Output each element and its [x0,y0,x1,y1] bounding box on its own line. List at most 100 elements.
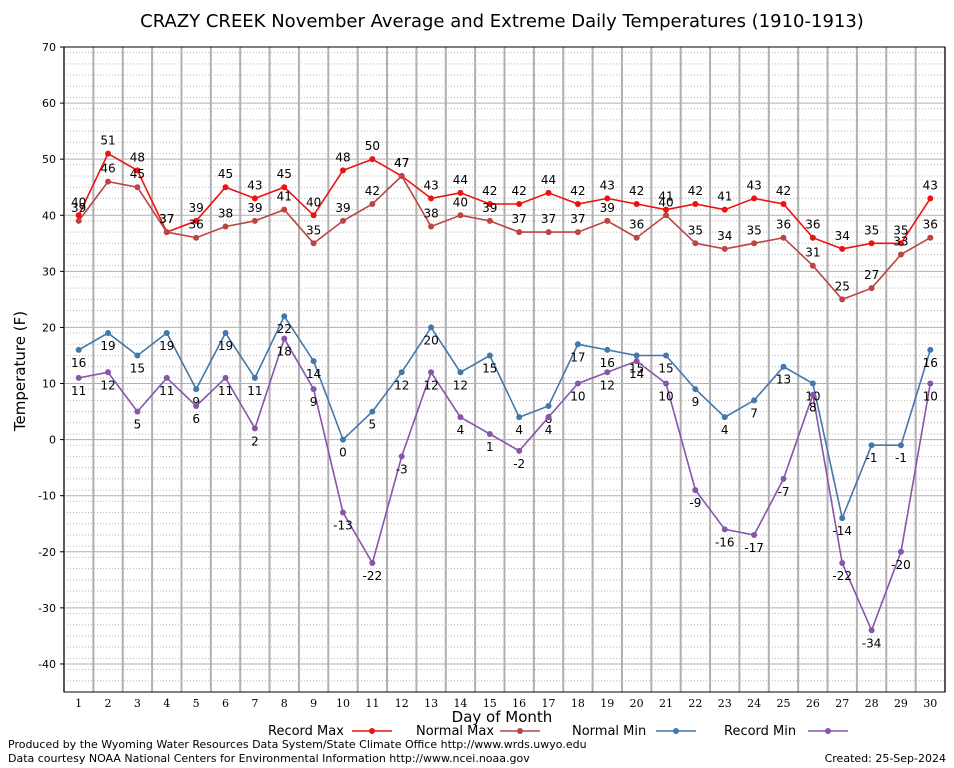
data-point [486,431,493,437]
data-point [868,240,875,247]
data-point [486,201,493,208]
data-point [516,414,523,421]
data-point [457,212,464,219]
data-point [751,397,758,404]
y-tick-label: 0 [49,434,56,447]
data-label: 10 [570,390,585,404]
x-tick-label: 19 [600,697,614,710]
legend-label: Record Max [268,724,344,739]
x-tick-label: 16 [512,697,526,710]
data-label: 42 [365,184,380,198]
legend-swatch-marker [517,728,523,734]
data-point [486,352,493,359]
x-tick-label: 2 [105,697,112,710]
data-label: 12 [394,378,409,392]
data-label: 19 [100,339,115,353]
legend: Record Max Normal Max Normal Min Record Min [268,724,848,739]
data-label: 51 [100,134,115,148]
data-point [281,313,288,320]
data-point [310,212,317,219]
data-label: 37 [159,212,174,226]
data-point [457,414,464,421]
data-label: -16 [715,535,735,549]
data-point [809,262,816,269]
data-label: 9 [692,395,700,409]
data-label: 39 [189,201,204,215]
y-tick-label: 50 [42,153,56,166]
data-point [222,184,229,191]
data-point [75,374,82,381]
data-point [604,369,611,376]
data-label: 35 [864,223,879,237]
data-point [134,408,141,415]
data-label: 5 [369,418,377,432]
data-point [398,369,405,376]
data-point [868,627,875,634]
data-label: 0 [339,446,347,460]
data-label: 9 [192,395,200,409]
data-label: 17 [570,350,585,364]
data-label: -7 [777,485,789,499]
data-label: 37 [159,212,174,226]
data-point [545,189,552,196]
data-point [163,374,170,381]
data-point [751,531,758,538]
created-date: Created: 25-Sep-2024 [824,752,946,765]
data-point [516,447,523,454]
data-label: 44 [541,173,556,187]
data-label: 43 [247,178,262,192]
data-point [604,346,611,353]
legend-swatch-marker [825,728,831,734]
data-label: -1 [895,451,907,465]
data-point [604,217,611,224]
data-label: 18 [277,345,292,359]
data-point [134,167,141,174]
data-point [163,330,170,337]
data-label: 36 [189,218,204,232]
data-label: 35 [306,223,321,237]
data-point [809,391,816,398]
data-point [486,217,493,224]
series-line [77,152,931,250]
x-tick-label: 25 [776,697,790,710]
x-tick-label: 6 [222,697,229,710]
x-tick-label: 8 [281,697,288,710]
data-point [692,487,699,494]
data-label: 42 [776,184,791,198]
data-point [398,453,405,460]
data-label: 36 [776,218,791,232]
x-tick-label: 4 [163,697,170,710]
series-line [78,336,932,633]
data-point [663,380,670,387]
data-point [927,380,934,387]
x-axis-label: Day of Month [452,708,553,726]
data-label: -3 [396,462,408,476]
data-point [105,369,112,376]
x-tick-label: 3 [134,697,141,710]
data-point [839,245,846,252]
data-label: 4 [515,423,523,437]
data-point [868,285,875,292]
data-label: 40 [658,195,673,209]
data-label: 2 [251,434,259,448]
data-point [897,251,904,258]
y-tick-label: -20 [38,546,56,559]
data-point [721,414,728,421]
data-label: 16 [71,356,86,370]
data-label: 37 [541,212,556,226]
x-tick-label: 20 [630,697,644,710]
data-label: 11 [71,384,86,398]
data-label: 10 [923,390,938,404]
data-label: 12 [100,378,115,392]
data-point [251,374,258,381]
data-point [868,442,875,449]
data-label: 9 [310,395,318,409]
data-label: 46 [100,162,115,176]
y-tick-label: 20 [42,321,56,334]
data-label: 47 [394,156,409,170]
data-label: 43 [923,178,938,192]
x-tick-label: 29 [894,697,908,710]
data-label: -22 [832,569,852,583]
